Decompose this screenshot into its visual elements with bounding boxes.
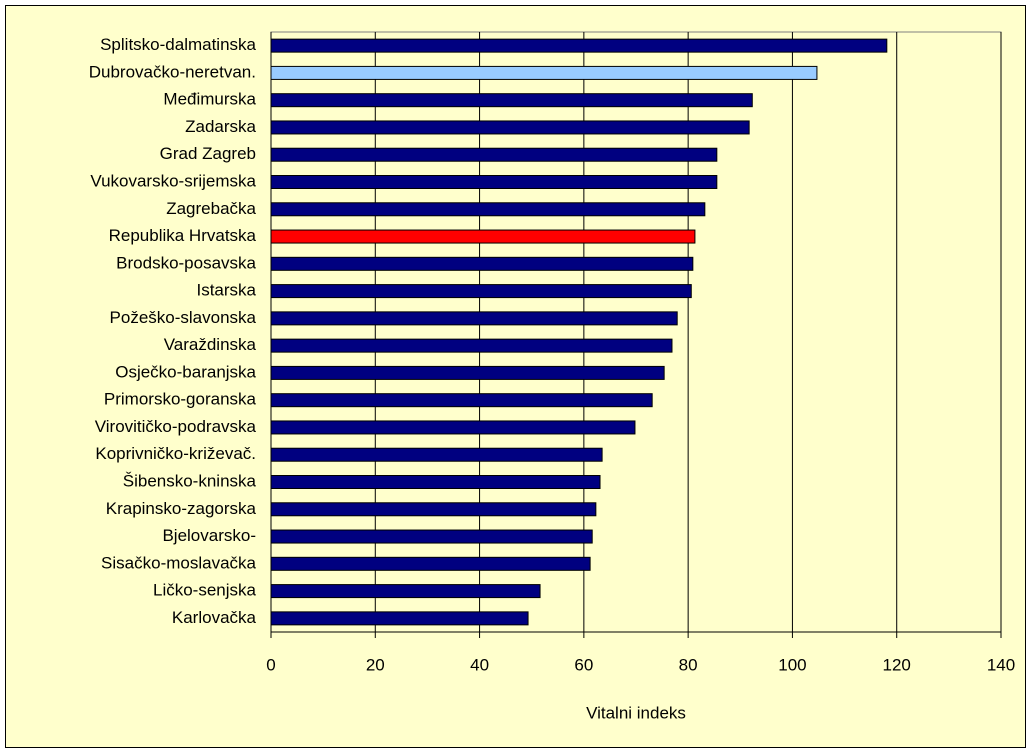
bar (270, 120, 750, 135)
bar (270, 420, 636, 435)
y-tick-label: Zagrebačka (166, 199, 256, 218)
x-tick-label: 60 (574, 655, 593, 674)
y-tick-label: Grad Zagreb (160, 144, 256, 163)
x-tick-label: 80 (679, 655, 698, 674)
y-tick-label: Primorsko-goranska (104, 390, 257, 409)
y-tick-label: Dubrovačko-neretvan. (89, 62, 256, 81)
y-tick-label: Međimurska (163, 90, 256, 109)
bar (270, 529, 593, 544)
bar (270, 611, 529, 626)
bar (270, 338, 673, 353)
bar (270, 38, 888, 53)
y-tick-label: Istarska (196, 281, 256, 300)
y-tick-label: Sisačko-moslavačka (101, 553, 256, 572)
bar (270, 93, 753, 108)
y-tick-label: Osječko-baranjska (115, 362, 256, 381)
y-tick-label: Zadarska (185, 117, 256, 136)
bar (270, 475, 601, 489)
bar (270, 175, 718, 189)
bar (270, 256, 694, 271)
x-tick-label: 120 (883, 655, 911, 674)
y-tick-label: Bjelovarsko- (162, 526, 256, 545)
y-tick-label: Koprivničko-križevač. (95, 444, 256, 463)
x-tick-label: 140 (987, 655, 1015, 674)
y-tick-label: Republika Hrvatska (109, 226, 257, 245)
bar (270, 393, 653, 408)
x-tick-label: 0 (266, 655, 275, 674)
bar (270, 556, 591, 571)
bar (270, 502, 597, 517)
y-tick-label: Šibensko-kninska (123, 471, 257, 490)
y-tick-label: Brodsko-posavska (116, 253, 256, 272)
y-tick-label: Splitsko-dalmatinska (100, 35, 256, 54)
x-tick-label: 20 (366, 655, 385, 674)
y-tick-label: Karlovačka (172, 608, 257, 627)
y-tick-label: Ličko-senjska (153, 581, 257, 600)
bar (270, 229, 696, 244)
bar (270, 447, 603, 462)
y-tick-label: Vukovarsko-srijemska (90, 171, 256, 190)
bar (270, 311, 678, 326)
x-tick-label: 40 (470, 655, 489, 674)
x-tick-label: 100 (778, 655, 806, 674)
y-tick-label: Požeško-slavonska (110, 308, 257, 327)
bar (270, 147, 718, 162)
y-tick-label: Virovitičko-podravska (95, 417, 257, 436)
y-tick-label: Krapinsko-zagorska (106, 499, 257, 518)
bar (270, 584, 541, 599)
bar (270, 202, 706, 217)
y-tick-label: Varaždinska (164, 335, 257, 354)
bar (270, 284, 692, 299)
bar (270, 65, 818, 80)
x-axis-title: Vitalni indeks (586, 703, 686, 722)
bar (270, 365, 665, 380)
